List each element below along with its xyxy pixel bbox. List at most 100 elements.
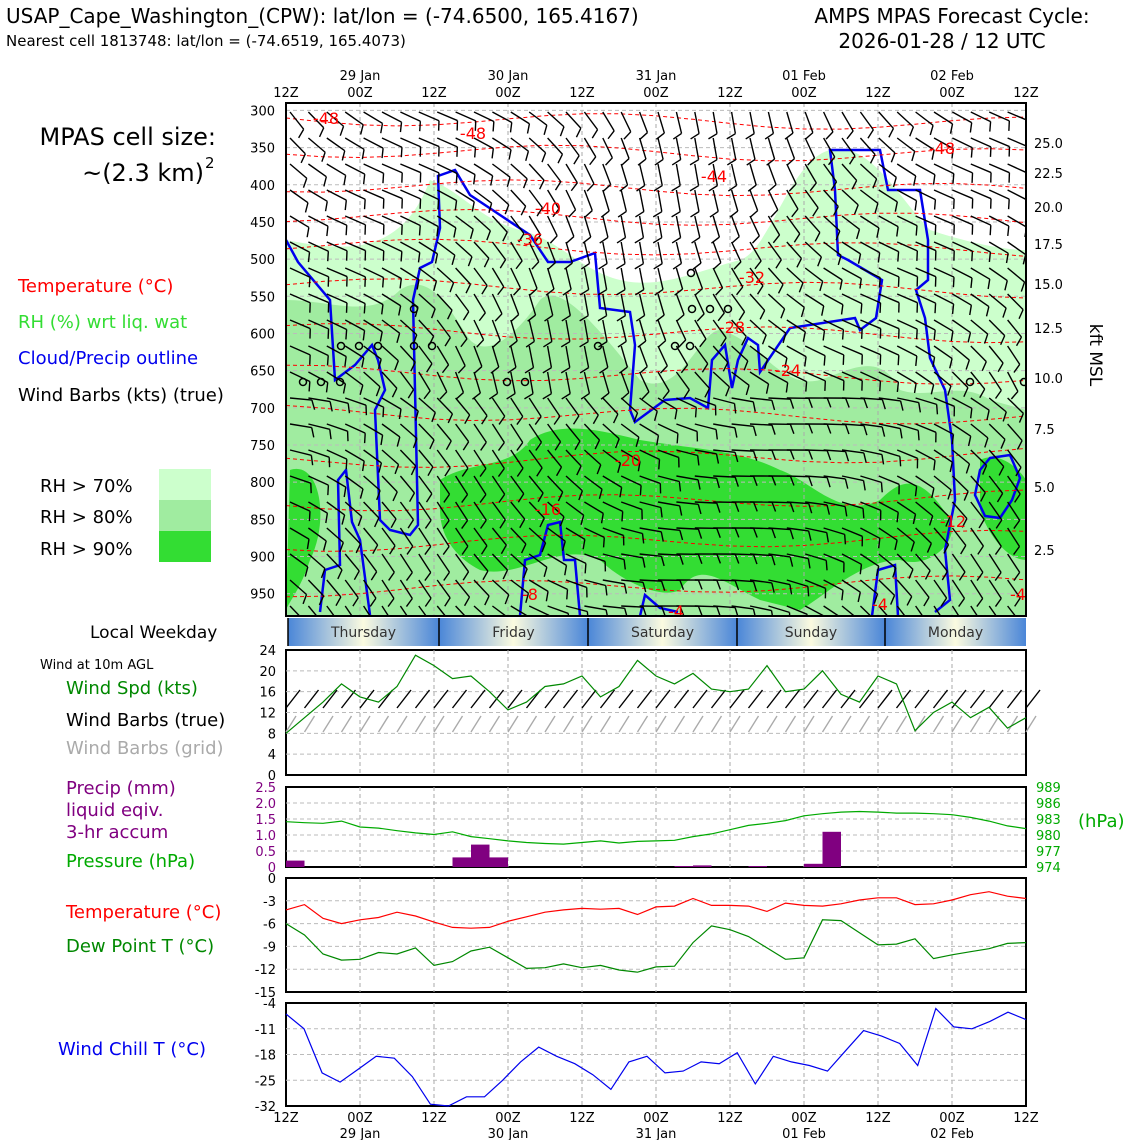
wind-barb [749, 553, 772, 557]
wind-barb [933, 449, 953, 463]
wind-barb-flag [1032, 521, 1038, 529]
wind-barb [436, 163, 458, 175]
wind-barb [565, 267, 572, 290]
wind-barb [933, 163, 955, 175]
wind-barb [363, 501, 380, 519]
wind-barb [878, 189, 898, 203]
wind-barb-flag [343, 175, 347, 186]
grid-wind-barb [803, 715, 815, 733]
wind-barb [491, 319, 501, 341]
wind-barb-flag [425, 493, 433, 503]
wind-barb [344, 475, 364, 490]
wind-barb-flag [1032, 338, 1038, 346]
wind-barb [381, 449, 399, 466]
wind-barb [510, 319, 518, 342]
wind-barb [970, 553, 984, 573]
wind-barb-flag [461, 545, 469, 555]
grid-wind-barb [1006, 715, 1019, 733]
wind-barb [878, 605, 889, 616]
wind-barb [510, 449, 524, 469]
temperature-contour [286, 278, 1026, 299]
wind-barb [675, 267, 684, 290]
wind-barb-flag [752, 554, 758, 565]
wind-barb [436, 267, 455, 284]
dew-point-label: Dew Point T (°C) [66, 936, 214, 957]
wind-barb-flag [785, 382, 789, 393]
wind-barb [620, 345, 629, 368]
wind-barb-flag [659, 365, 668, 374]
wind-barb-flag [808, 398, 813, 408]
wind-barb-flag [605, 609, 609, 616]
wind-barb [915, 423, 937, 433]
wind-barb-flag [841, 329, 845, 340]
wind-barb [491, 423, 505, 443]
wind-barb [896, 241, 918, 252]
wind-barb-flag [592, 414, 599, 425]
wind-barb [896, 553, 914, 570]
wind-barb [730, 215, 740, 237]
wind-barb [289, 163, 308, 179]
wind-barb [675, 371, 690, 391]
wind-barb [344, 267, 366, 278]
wind-barb [860, 267, 881, 279]
wind-barb [510, 267, 521, 289]
wind-barb [731, 605, 754, 610]
wind-barb-flag [897, 251, 900, 262]
wind-barb-flag [381, 148, 384, 159]
wind-barb-flag [621, 158, 630, 166]
wind-barb-flag [761, 334, 767, 345]
temperature-contour-label: -32 [739, 268, 765, 287]
wind-barb-flag [708, 159, 718, 166]
wind-barb-flag [634, 263, 644, 270]
wind-barb [896, 501, 916, 515]
wind-barb-flag [525, 340, 535, 348]
wind-barb-flag [439, 391, 448, 400]
wind-barb-flag [561, 314, 571, 322]
wind-barb [1007, 423, 1023, 441]
wind-barb [694, 397, 716, 407]
wind-barb [896, 267, 918, 278]
wind-barb-flag [531, 261, 540, 270]
wind-barb-flag [535, 441, 543, 451]
wind-barb [381, 267, 402, 280]
wind-barb [289, 605, 301, 616]
wind-barb-flag [1036, 622, 1041, 631]
wind-barb [344, 449, 365, 462]
wind-barb-flag [877, 538, 881, 549]
wind-barb-flag [492, 121, 495, 132]
wind-barb-flag [771, 475, 777, 486]
wind-barb-flag [716, 528, 721, 538]
wind-barb [915, 293, 936, 304]
wind-barb [436, 293, 453, 311]
wind-barb [841, 397, 865, 400]
wind-barb-flag [634, 289, 645, 296]
wind-barb [822, 137, 836, 158]
wind-barb [896, 475, 917, 487]
wind-barb [344, 111, 364, 126]
wind-barb-flag [433, 280, 438, 291]
wind-barb [565, 553, 587, 565]
wind-barb-flag [406, 545, 414, 555]
wind-barb-flag [929, 125, 934, 136]
wind-barb [473, 241, 490, 259]
wind-barb-flag [844, 451, 850, 462]
wind-barb-flag [442, 546, 450, 555]
wind-barb [951, 553, 966, 573]
wind-barb-flag [912, 514, 917, 525]
wind-barb-flag [994, 597, 1002, 607]
wind-barb-flag [899, 428, 903, 439]
wind-barb [436, 553, 451, 573]
wind-barb [657, 215, 663, 238]
wind-barb [933, 293, 954, 305]
wind-barb [418, 319, 435, 337]
wind-barb-flag [543, 340, 553, 348]
wind-barb [822, 111, 834, 133]
wind-barb [510, 137, 529, 152]
wind-barb-flag [788, 612, 791, 616]
wind-barb [583, 449, 602, 466]
bottom-date-tick: 01 Feb [782, 1127, 826, 1140]
wind-barb-flag [786, 158, 795, 166]
wind-barb [436, 449, 451, 469]
y-tick: -9 [263, 940, 276, 955]
